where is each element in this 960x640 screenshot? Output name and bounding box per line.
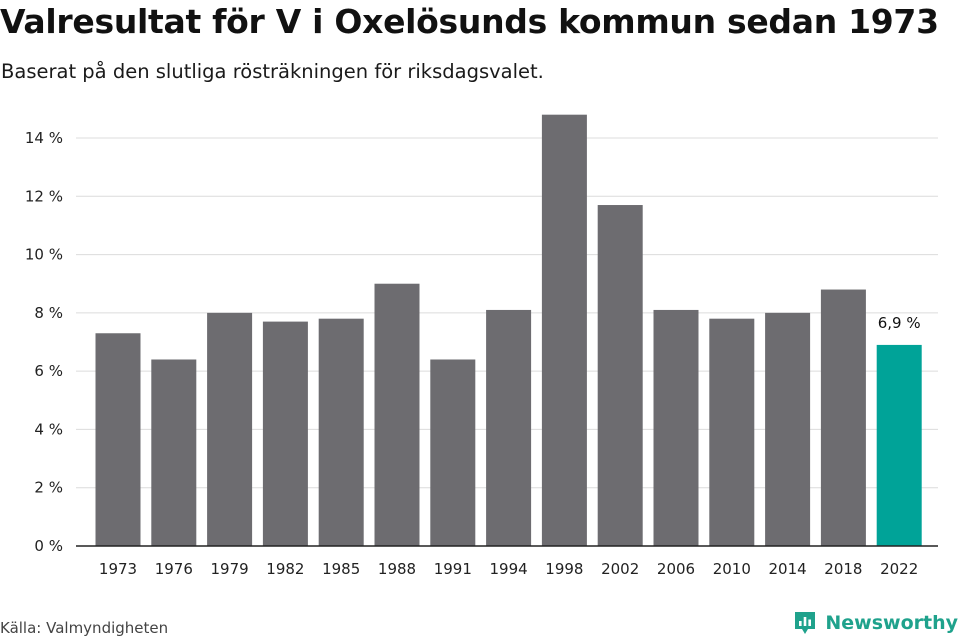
y-tick-label: 6 % [34, 362, 63, 380]
brand-logo[interactable]: Newsworthy [793, 610, 958, 636]
bar-1976 [151, 359, 197, 546]
x-tick-label: 2002 [601, 560, 639, 578]
bars [95, 114, 922, 546]
bar-2006 [653, 309, 699, 546]
y-tick-label: 12 % [25, 187, 63, 205]
bar-2002 [597, 205, 643, 546]
x-tick-label: 1998 [545, 560, 583, 578]
y-axis-ticks: 0 % 2 % 4 % 6 % 8 % 10 % 12 % 14 % [25, 129, 63, 555]
x-tick-label: 1982 [266, 560, 304, 578]
bar-1988 [374, 283, 420, 546]
x-tick-label: 2022 [880, 560, 918, 578]
x-tick-label: 1994 [490, 560, 528, 578]
bar-1979 [207, 312, 253, 546]
x-tick-label: 1979 [211, 560, 249, 578]
x-tick-label: 1973 [99, 560, 137, 578]
bar-chart: 0 % 2 % 4 % 6 % 8 % 10 % 12 % 14 % 1973 1976 1979… [25, 114, 938, 578]
x-tick-label: 2006 [657, 560, 695, 578]
x-tick-label: 2010 [713, 560, 751, 578]
y-tick-label: 14 % [25, 129, 63, 147]
data-label-2022: 6,9 % [878, 314, 921, 332]
y-tick-label: 10 % [25, 246, 63, 264]
newsworthy-logo-icon [795, 612, 816, 634]
data-labels: 6,9 % [878, 314, 921, 332]
y-tick-label: 4 % [34, 420, 63, 438]
bar-1982 [262, 321, 308, 546]
chart-subtitle: Baserat på den slutliga rösträkningen fö… [1, 60, 544, 83]
bar-2014 [765, 312, 811, 546]
x-tick-label: 2014 [769, 560, 807, 578]
bar-1994 [486, 309, 532, 546]
bar-1998 [541, 114, 587, 546]
y-tick-label: 8 % [34, 304, 63, 322]
brand-name: Newsworthy [825, 612, 958, 634]
y-tick-label: 0 % [34, 537, 63, 555]
chart-title: Valresultat för V i Oxelösunds kommun se… [0, 2, 939, 41]
source-note: Källa: Valmyndigheten [0, 619, 169, 637]
x-tick-label: 2018 [824, 560, 862, 578]
bar-2022 [876, 344, 922, 546]
x-tick-label: 1988 [378, 560, 416, 578]
x-tick-label: 1976 [155, 560, 193, 578]
bar-2010 [709, 318, 755, 546]
bar-2018 [820, 289, 866, 546]
x-tick-label: 1991 [434, 560, 472, 578]
bar-1985 [318, 318, 364, 546]
bar-1973 [95, 333, 141, 546]
y-tick-label: 2 % [34, 479, 63, 497]
bar-1991 [430, 359, 476, 546]
x-tick-label: 1985 [322, 560, 360, 578]
x-axis-ticks: 1973 1976 1979 1982 1985 1988 1991 1994 1998 2002… [99, 560, 918, 578]
